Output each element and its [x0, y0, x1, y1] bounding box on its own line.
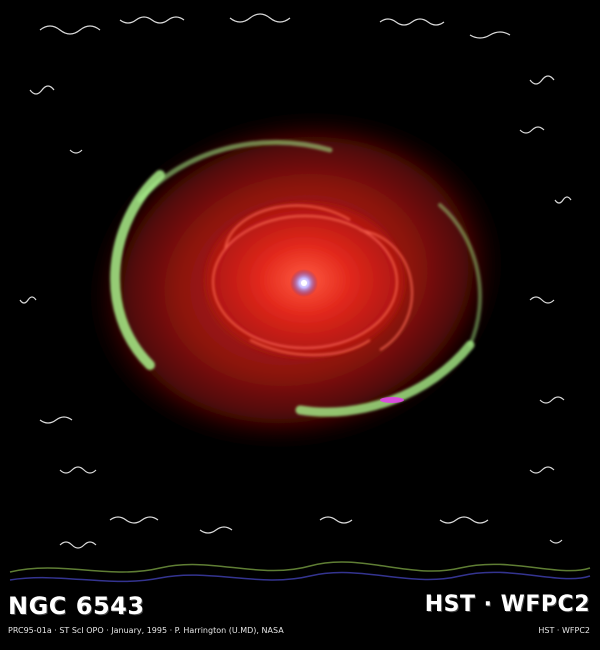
bottom-artifact-strip — [9, 561, 591, 583]
object-name-label: NGC 6543 — [8, 592, 145, 620]
shell-filaments — [212, 204, 413, 356]
background-noise — [19, 13, 572, 549]
nebula-image — [9, 13, 591, 583]
central-star — [301, 280, 307, 286]
instrument-label: HST · WFPC2 — [424, 592, 590, 617]
credit-right: HST · WFPC2 — [538, 626, 590, 635]
magenta-knot — [380, 397, 404, 403]
credit-line: PRC95-01a · ST ScI OPO · January, 1995 ·… — [8, 626, 284, 635]
